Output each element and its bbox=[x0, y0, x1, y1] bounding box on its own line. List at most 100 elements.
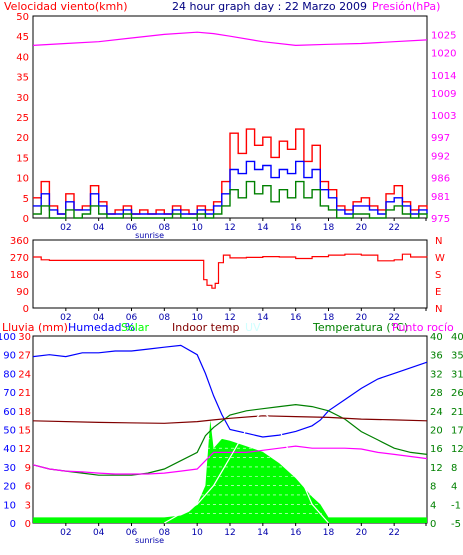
weather-series-line-1 bbox=[32, 344, 428, 438]
dewpoint-axis-title: Punto rocío bbox=[392, 321, 454, 334]
x-tick-label: 04 bbox=[93, 528, 105, 538]
x-tick-label: 12 bbox=[224, 528, 235, 538]
rain-axis-title: Lluvia (mm) bbox=[2, 321, 68, 334]
temperature-y-tick-label: 8 bbox=[451, 463, 457, 474]
x-tick-label: 10 bbox=[191, 223, 203, 233]
direction-y-tick-label: 270 bbox=[10, 253, 29, 264]
humidity-y-tick-label: 50 bbox=[3, 426, 16, 437]
secondary-y-tick-label: 16 bbox=[430, 444, 443, 455]
rain-y-tick-label: 30 bbox=[18, 332, 31, 343]
direction-y-tick-label: 180 bbox=[10, 270, 29, 281]
x-tick-label: 14 bbox=[257, 528, 269, 538]
uv-axis-title: UV bbox=[245, 321, 261, 334]
x-tick-label: 14 bbox=[257, 313, 269, 323]
x-tick-label: 10 bbox=[191, 528, 203, 538]
humidity-y-tick-label: 0 bbox=[10, 519, 16, 530]
chart-layer: 0510152025303540455097598198699299710031… bbox=[0, 12, 463, 545]
x-tick-label: 08 bbox=[159, 528, 171, 538]
rain-y-tick-label: 15 bbox=[18, 426, 31, 437]
x-tick-label: 12 bbox=[224, 223, 235, 233]
x-tick-label: 16 bbox=[290, 528, 302, 538]
wind-y-tick-label: 40 bbox=[16, 52, 29, 63]
pressure-y-tick-label: 1025 bbox=[431, 30, 456, 41]
wind-y-tick-label: 10 bbox=[16, 174, 29, 185]
secondary-y-tick-label: 28 bbox=[430, 388, 443, 399]
x-tick-label: 08 bbox=[159, 313, 171, 323]
pressure-axis-title: Presión(hPa) bbox=[372, 0, 440, 13]
humidity-y-tick-label: 60 bbox=[3, 407, 16, 418]
rain-y-tick-label: 24 bbox=[18, 369, 31, 380]
compass-label: S bbox=[435, 270, 441, 281]
x-tick-label: 18 bbox=[323, 223, 335, 233]
humidity-y-tick-label: 20 bbox=[3, 482, 16, 493]
direction-plot-frame bbox=[32, 239, 428, 309]
x-tick-label: 10 bbox=[191, 313, 203, 323]
secondary-y-tick-label: 20 bbox=[430, 426, 443, 437]
x-tick-label: 18 bbox=[323, 313, 335, 323]
x-tick-label: 02 bbox=[60, 223, 71, 233]
wind-y-tick-label: 30 bbox=[16, 93, 29, 104]
x-tick-label: 20 bbox=[356, 313, 368, 323]
weather-series-line-5 bbox=[164, 409, 329, 524]
temperature-y-tick-label: 35 bbox=[451, 351, 463, 362]
x-tick-label: 04 bbox=[93, 223, 105, 233]
temperature-y-tick-label: 17 bbox=[451, 426, 463, 437]
direction-series-line bbox=[33, 253, 428, 289]
wind-series-line-1 bbox=[33, 160, 428, 215]
temperature-axis-title: Temperatura (°C) bbox=[312, 321, 408, 334]
rain-y-tick-label: 0 bbox=[25, 519, 31, 530]
weather-series-line-2 bbox=[32, 403, 428, 476]
temperature-y-tick-label: 26 bbox=[451, 388, 463, 399]
compass-label: E bbox=[435, 287, 441, 298]
x-tick-label: 18 bbox=[323, 528, 335, 538]
humidity-y-tick-label: 30 bbox=[3, 463, 16, 474]
sunrise-label: sunrise bbox=[135, 536, 164, 545]
x-tick-label: 22 bbox=[388, 313, 399, 323]
wind-y-tick-label: 0 bbox=[23, 214, 29, 225]
secondary-y-tick-label: 36 bbox=[430, 351, 443, 362]
humidity-y-tick-label: 10 bbox=[3, 500, 16, 511]
direction-y-tick-label: 0 bbox=[23, 304, 29, 315]
x-tick-label: 20 bbox=[356, 528, 368, 538]
x-tick-label: 22 bbox=[388, 528, 399, 538]
x-tick-label: 14 bbox=[257, 223, 269, 233]
secondary-y-tick-label: 40 bbox=[430, 332, 443, 343]
rain-y-tick-label: 27 bbox=[18, 351, 31, 362]
x-tick-label: 20 bbox=[356, 223, 368, 233]
x-tick-label: 06 bbox=[126, 223, 138, 233]
pressure-y-tick-label: 1009 bbox=[431, 89, 456, 100]
compass-label: W bbox=[435, 253, 445, 264]
rain-y-tick-label: 18 bbox=[18, 407, 31, 418]
humidity-y-tick-label: 70 bbox=[3, 388, 16, 399]
x-tick-label: 16 bbox=[290, 313, 302, 323]
temperature-y-tick-label: -5 bbox=[451, 519, 461, 530]
pressure-y-tick-label: 975 bbox=[431, 214, 450, 225]
secondary-y-tick-label: 32 bbox=[430, 369, 443, 380]
x-tick-label: 02 bbox=[60, 528, 71, 538]
direction-y-tick-label: 360 bbox=[10, 236, 29, 247]
pressure-y-tick-label: 1020 bbox=[431, 49, 456, 60]
direction-y-tick-label: 90 bbox=[16, 287, 29, 298]
rain-y-tick-label: 3 bbox=[25, 500, 31, 511]
humidity-y-tick-label: 40 bbox=[3, 444, 16, 455]
temperature-y-tick-label: 4 bbox=[451, 482, 457, 493]
rain-y-tick-label: 21 bbox=[18, 388, 31, 399]
temperature-y-tick-label: -1 bbox=[451, 500, 461, 511]
wind-y-tick-label: 5 bbox=[23, 194, 29, 205]
humidity-y-tick-label: 80 bbox=[3, 369, 16, 380]
temperature-y-tick-label: 31 bbox=[451, 369, 463, 380]
x-tick-label: 22 bbox=[388, 223, 399, 233]
solar-area bbox=[33, 420, 427, 523]
humidity-y-tick-label: 90 bbox=[3, 351, 16, 362]
secondary-y-tick-label: 8 bbox=[430, 482, 436, 493]
humidity-axis-title: Humedad % bbox=[68, 321, 135, 334]
weather-series-line-3 bbox=[32, 445, 428, 475]
x-tick-label: 02 bbox=[60, 313, 71, 323]
x-tick-label: 06 bbox=[126, 313, 138, 323]
rain-y-tick-label: 6 bbox=[25, 482, 31, 493]
temperature-y-tick-label: 21 bbox=[451, 407, 463, 418]
rain-y-tick-label: 12 bbox=[18, 444, 31, 455]
indoor-temp-axis-title: Indoor temp bbox=[172, 321, 239, 334]
x-tick-label: 12 bbox=[224, 313, 235, 323]
